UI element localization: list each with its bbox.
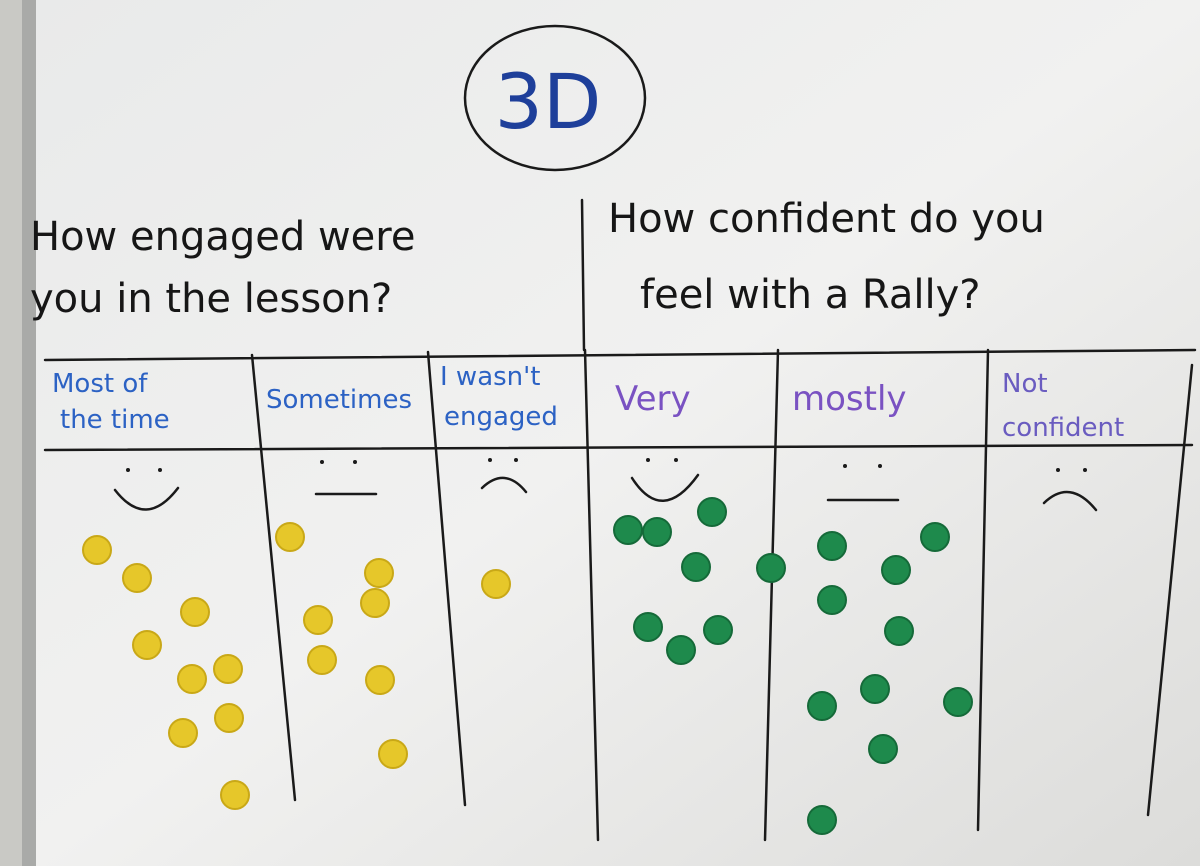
magnet: [214, 703, 244, 733]
header-bottom-line: [43, 443, 1194, 452]
magnet: [378, 739, 408, 769]
magnet: [807, 691, 837, 721]
face-neutral: [314, 460, 378, 496]
face-happy: [630, 458, 700, 502]
question-2-line-1: How confident do you: [608, 196, 1045, 242]
magnet: [613, 515, 643, 545]
option-header: I wasn't: [440, 362, 541, 392]
question-divider: [580, 198, 586, 352]
magnet: [884, 616, 914, 646]
option-header: engaged: [444, 402, 558, 432]
magnet: [703, 615, 733, 645]
magnet: [177, 664, 207, 694]
magnet: [122, 563, 152, 593]
magnet: [364, 558, 394, 588]
magnet: [82, 535, 112, 565]
option-header: Very: [615, 379, 691, 419]
face-sad: [480, 458, 528, 494]
face-sad: [1042, 468, 1098, 512]
magnet: [168, 718, 198, 748]
option-header: Not: [1002, 369, 1048, 399]
magnet: [868, 734, 898, 764]
option-header: Most of: [52, 369, 148, 399]
magnet: [220, 780, 250, 810]
question-1-line-2: you in the lesson?: [30, 276, 392, 322]
magnet: [697, 497, 727, 527]
magnet: [642, 517, 672, 547]
board-frame: [22, 0, 36, 866]
option-header: mostly: [792, 379, 907, 419]
magnet: [303, 605, 333, 635]
face-neutral: [826, 464, 900, 502]
magnet: [681, 552, 711, 582]
magnet: [275, 522, 305, 552]
magnets: [82, 497, 973, 835]
column-divider: [763, 348, 780, 842]
magnet: [365, 665, 395, 695]
label-circle: [463, 24, 647, 172]
option-header: the time: [60, 405, 170, 435]
magnet: [943, 687, 973, 717]
magnet: [756, 553, 786, 583]
magnet: [307, 645, 337, 675]
question-1-line-1: How engaged were: [30, 214, 415, 260]
magnet: [666, 635, 696, 665]
magnet: [180, 597, 210, 627]
magnet: [360, 588, 390, 618]
magnet: [807, 805, 837, 835]
option-header: confident: [1002, 413, 1124, 443]
column-divider: [1146, 363, 1194, 817]
magnet: [881, 555, 911, 585]
magnet: [817, 585, 847, 615]
column-divider: [976, 348, 990, 832]
magnet: [132, 630, 162, 660]
column-divider: [426, 350, 467, 807]
magnet: [213, 654, 243, 684]
option-header: Sometimes: [266, 385, 412, 415]
header-top-line: [43, 348, 1197, 362]
magnet: [633, 612, 663, 642]
face-happy: [113, 468, 180, 511]
magnet: [920, 522, 950, 552]
magnet: [860, 674, 890, 704]
question-2-line-2: feel with a Rally?: [640, 272, 981, 318]
board-label: 3D: [495, 57, 602, 146]
magnet: [481, 569, 511, 599]
column-divider: [583, 348, 600, 842]
column-divider: [250, 353, 297, 802]
magnet: [817, 531, 847, 561]
